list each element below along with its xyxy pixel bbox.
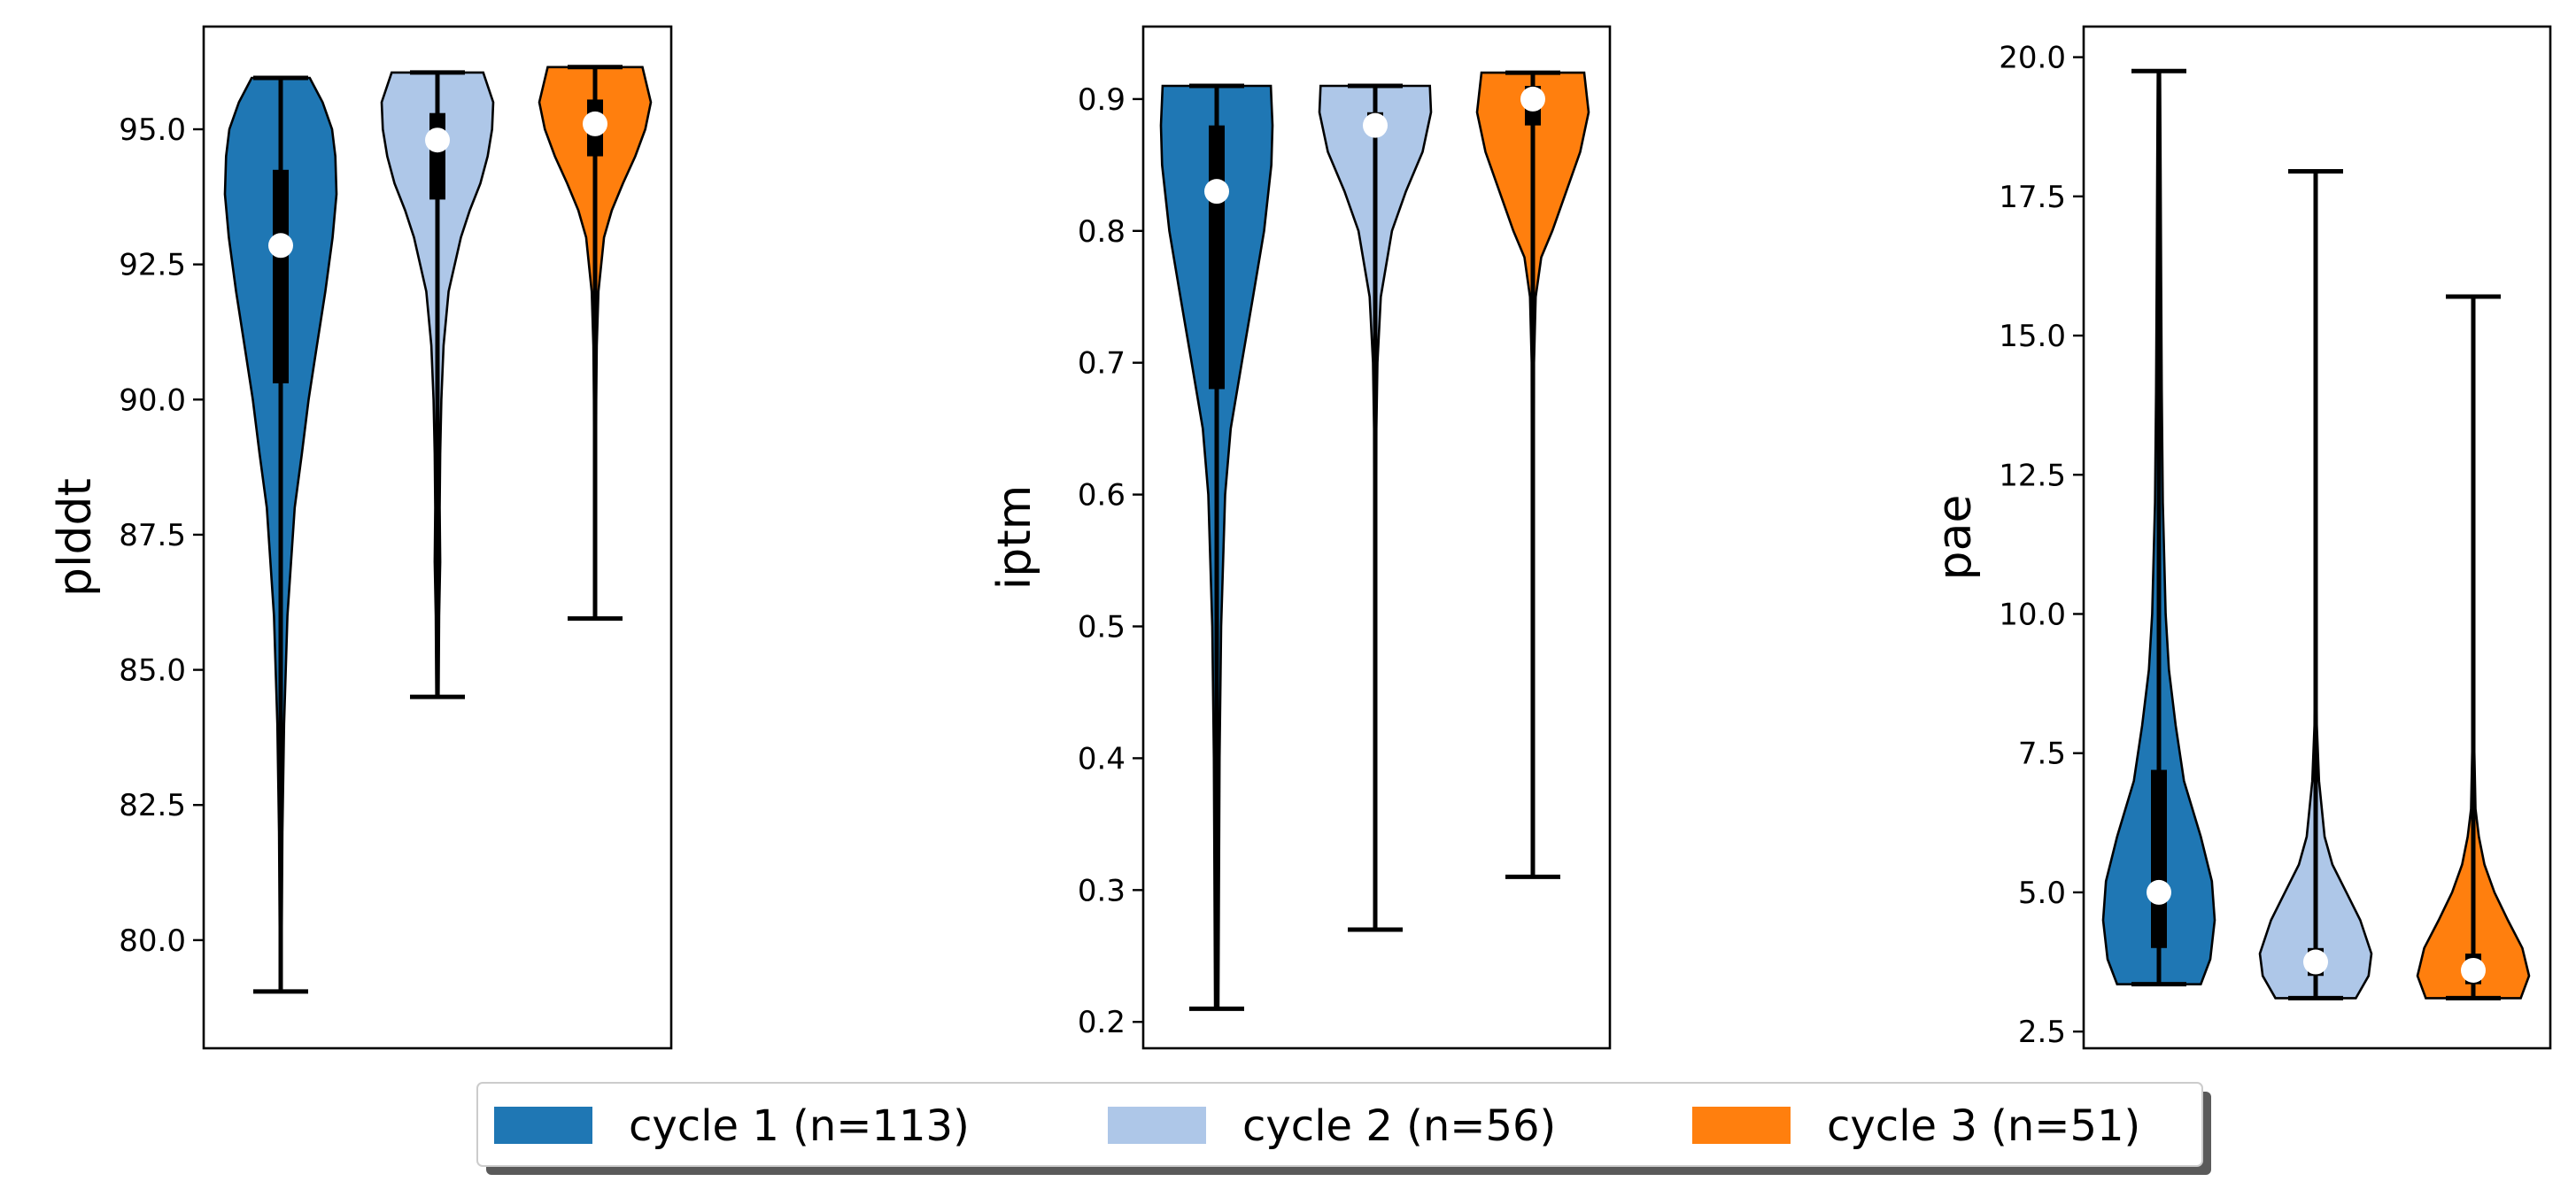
panel-pae: 2.5 5.0 7.5 10.0 12.5 15.0 17.5 20.0 pae [1929,25,2552,1050]
iqr-box-plddt-2 [429,112,445,200]
axes-frame-pae [2082,25,2552,1050]
ytick-label-pae-0: 2.5 [2018,1015,2066,1050]
iqr-box-pae-1 [2151,769,2167,948]
ytick-label-iptm-5: 0.7 [1078,346,1126,382]
axes-frame-iptm [1141,25,1612,1050]
legend-swatch-2 [1108,1107,1206,1144]
legend-box [476,1082,2203,1167]
median-point-plddt-1 [268,233,293,259]
ytick-label-plddt-5: 92.5 [119,248,186,283]
ytick-label-pae-2: 7.5 [2018,737,2066,772]
legend-label-1: cycle 1 (n=113) [629,1101,970,1151]
median-point-iptm-2 [1363,112,1388,138]
legend-swatch-3 [1692,1107,1791,1144]
median-point-pae-2 [2303,949,2328,975]
ytick-label-iptm-6: 0.8 [1078,214,1126,250]
median-point-plddt-2 [425,127,450,153]
chart-panels: 80.082.585.087.590.092.595.0plddt0.20.30… [49,25,2552,1050]
iqr-box-iptm-1 [1209,125,1225,390]
ytick-label-plddt-3: 87.5 [119,518,186,553]
ytick-label-pae-5: 15.0 [1999,319,2066,354]
median-point-pae-1 [2147,879,2171,905]
ytick-label-pae-1: 5.0 [2018,876,2066,911]
ytick-label-pae-6: 17.5 [1999,180,2066,215]
ytick-label-iptm-3: 0.5 [1078,610,1126,645]
ytick-label-iptm-7: 0.9 [1078,82,1126,118]
ytick-label-plddt-2: 85.0 [119,653,186,689]
axes-frame-plddt [202,25,673,1050]
legend-label-2: cycle 2 (n=56) [1242,1101,1556,1151]
ytick-label-iptm-1: 0.3 [1078,873,1126,908]
median-point-pae-3 [2461,957,2486,983]
panel-plddt: 80.0 82.5 85.0 87.5 90.0 92.5 95.0 plddt [49,25,673,1050]
ytick-label-iptm-2: 0.4 [1078,741,1126,776]
ytick-label-plddt-6: 95.0 [119,112,186,148]
ytick-label-pae-7: 20.0 [1999,41,2066,76]
ytick-label-pae-4: 12.5 [1999,458,2066,493]
ytick-label-iptm-4: 0.6 [1078,478,1126,514]
y-axis-label-pae: pae [1929,495,1982,581]
median-point-plddt-3 [583,111,607,136]
ytick-label-plddt-1: 82.5 [119,788,186,823]
legend: cycle 1 (n=113) cycle 2 (n=56) cycle 3 (n=… [476,1082,2211,1175]
ytick-label-plddt-4: 90.0 [119,382,186,418]
ytick-label-plddt-0: 80.0 [119,923,186,959]
y-axis-label-plddt: plddt [49,478,102,597]
ytick-label-pae-3: 10.0 [1999,597,2066,632]
y-axis-label-iptm: iptm [988,485,1041,591]
median-point-iptm-3 [1520,86,1545,112]
legend-label-3: cycle 3 (n=51) [1827,1101,2140,1151]
iqr-box-plddt-1 [273,169,289,383]
median-point-iptm-1 [1204,179,1229,205]
ytick-label-iptm-0: 0.2 [1078,1005,1126,1040]
panel-iptm: 0.2 0.3 0.4 0.5 0.6 0.7 0.8 0.9 iptm [988,25,1612,1050]
legend-swatch-1 [494,1107,592,1144]
